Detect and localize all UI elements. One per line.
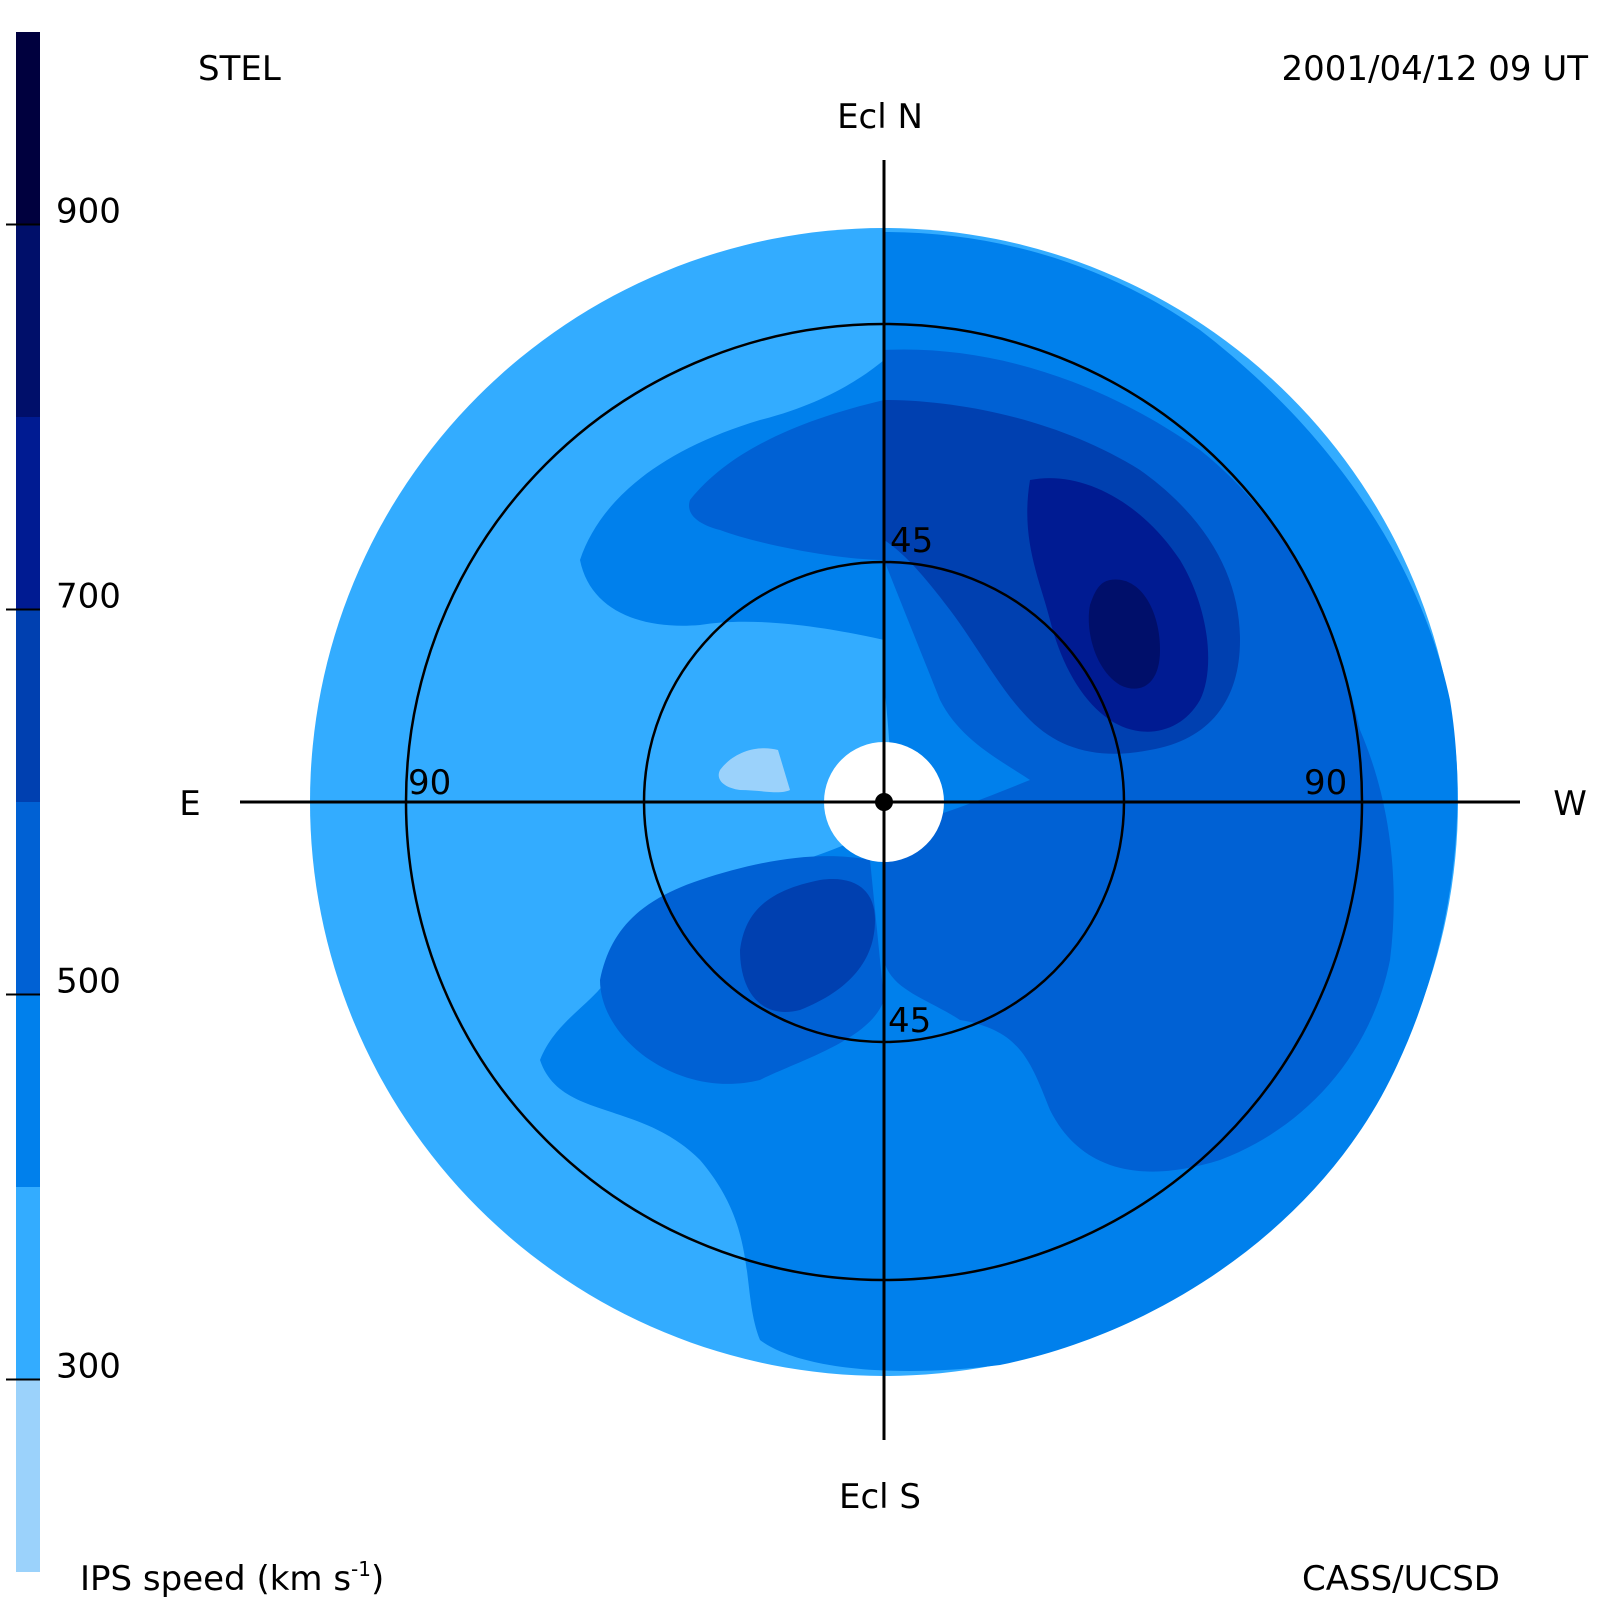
colorbar: 300 500 700 900 xyxy=(6,32,121,1572)
speed-region-600-700 xyxy=(740,879,875,1012)
speed-region-200-300 xyxy=(718,748,790,793)
colorbar-segment-600-700 xyxy=(16,609,40,802)
speed-region-800-900 xyxy=(1088,579,1160,689)
observatory-label: STEL xyxy=(198,49,281,89)
colorbar-segment-400-500 xyxy=(16,994,40,1187)
ring-label-90-right: 90 xyxy=(1304,763,1347,803)
credit-label: CASS/UCSD xyxy=(1302,1559,1500,1599)
colorbar-segment-300-400 xyxy=(16,1187,40,1380)
compass-east: E xyxy=(179,784,200,824)
colorbar-tick-label-900: 900 xyxy=(56,192,121,232)
colorbar-segment-900-1000 xyxy=(16,32,40,225)
compass-ecl-south: Ecl S xyxy=(839,1477,921,1517)
colorbar-label-sup: -1 xyxy=(351,1557,371,1581)
ring-label-45-bottom: 45 xyxy=(888,1001,931,1041)
compass-west: W xyxy=(1553,784,1587,824)
colorbar-segment-200-300 xyxy=(16,1379,40,1572)
colorbar-label-main: IPS speed (km s xyxy=(80,1559,351,1599)
colorbar-segment-500-600 xyxy=(16,802,40,995)
ring-label-45-top: 45 xyxy=(890,521,933,561)
ring-label-90-left: 90 xyxy=(408,763,451,803)
colorbar-label-close: ) xyxy=(371,1559,384,1599)
skymap: 45 45 90 90 xyxy=(240,160,1520,1440)
speed-region-500-600 xyxy=(689,400,884,560)
compass-ecl-north: Ecl N xyxy=(837,97,923,137)
colorbar-segment-800-900 xyxy=(16,224,40,417)
timestamp-label: 2001/04/12 09 UT xyxy=(1282,49,1589,89)
colorbar-segment-700-800 xyxy=(16,417,40,610)
colorbar-tick-label-500: 500 xyxy=(56,962,121,1002)
colorbar-label: IPS speed (km s-1) xyxy=(80,1557,384,1599)
colorbar-tick-label-700: 700 xyxy=(56,577,121,617)
colorbar-tick-label-300: 300 xyxy=(56,1347,121,1387)
